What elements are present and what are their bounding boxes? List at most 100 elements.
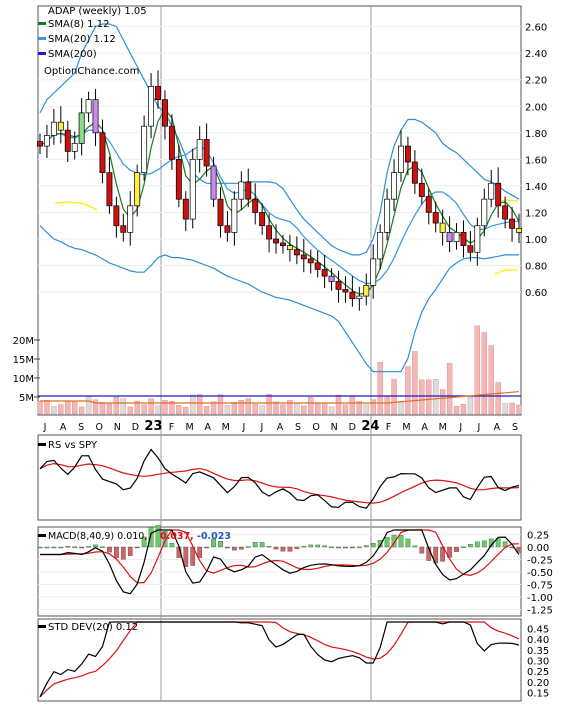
candle-body: [252, 198, 259, 213]
date-tick-label: M: [439, 422, 447, 433]
volume-bar: [58, 404, 64, 415]
volume-bar: [162, 400, 168, 415]
yellow-envelope: [494, 269, 518, 275]
stddev-lines: [39, 621, 520, 698]
macd-histogram-bar: [474, 541, 480, 548]
stddev-tick-label: 0.45: [527, 624, 549, 635]
candle-body: [356, 295, 363, 300]
macd-histogram-bar: [238, 546, 244, 550]
volume-bar: [495, 382, 501, 415]
date-tick-label: 23: [144, 419, 162, 434]
legend-swatch-sma8: [38, 22, 46, 25]
rs-panel-frame: [37, 434, 522, 521]
macd-histogram-bar: [301, 545, 307, 548]
candle-body: [363, 285, 370, 297]
volume-bar: [321, 402, 328, 415]
bollinger-bands: [39, 23, 520, 373]
candle-body: [71, 143, 78, 152]
candle-body: [148, 86, 155, 127]
macd-histogram-bar: [37, 546, 43, 549]
volume-bar: [79, 406, 85, 415]
volume-tick-label: 5M: [19, 393, 34, 404]
candle-body: [404, 145, 411, 163]
macd-histogram-bar: [481, 540, 487, 548]
date-tick-label: A: [494, 422, 501, 433]
date-tick-label: N: [331, 422, 338, 433]
price-tick-label: 1.80: [525, 129, 547, 140]
candle-body: [467, 245, 474, 253]
macd-histogram-bar: [218, 541, 223, 548]
macd-histogram-bar: [79, 546, 85, 549]
date-tick-label: J: [241, 422, 245, 433]
stddev-average-line: [39, 621, 520, 698]
date-tick-label: D: [349, 422, 356, 433]
macd-histogram-bar: [169, 543, 175, 548]
candle-body: [266, 225, 273, 240]
stddev-axis-ticks: 0.450.400.350.300.250.200.15: [527, 624, 549, 699]
volume-bar: [301, 405, 307, 415]
macd-histogram-bar: [280, 546, 286, 552]
volume-bar: [190, 394, 196, 415]
macd-histogram-bar: [398, 535, 404, 548]
candle-body: [64, 129, 71, 152]
candle-body: [224, 225, 231, 233]
rs-lines: [39, 448, 520, 509]
macd-histogram-bar: [363, 545, 369, 548]
candle-body: [92, 99, 99, 134]
volume-bar: [460, 404, 467, 415]
price-tick-label: 2.00: [525, 102, 547, 113]
stddev-line: [39, 621, 520, 698]
volume-bar: [127, 406, 133, 415]
candle-body: [398, 145, 404, 173]
volume-bar: [384, 396, 390, 415]
candle-body: [439, 222, 446, 233]
candle-body: [418, 182, 425, 197]
watermark: OptionChance.com: [44, 66, 139, 77]
candle-body: [238, 181, 245, 200]
candle-body: [411, 161, 418, 184]
bollinger-lower: [39, 225, 519, 373]
candle-body: [189, 159, 196, 220]
candle-body: [328, 275, 335, 282]
macd-histogram-bar: [183, 546, 189, 567]
candle-body: [85, 99, 92, 114]
price-tick-label: 1.20: [525, 208, 547, 219]
candle-body: [446, 232, 453, 243]
macd-tick-label: -1.00: [527, 593, 553, 604]
main-panel-frame: [37, 5, 522, 416]
volume-bar: [356, 401, 362, 415]
candle-body: [217, 198, 224, 227]
candle-body: [314, 262, 321, 270]
volume-tick-label: 15M: [13, 355, 34, 366]
price-tick-label: 2.60: [525, 23, 547, 34]
date-tick-label: A: [60, 422, 67, 433]
macd-lines: [37, 525, 522, 610]
candle-body: [43, 135, 50, 147]
volume-bar: [363, 404, 369, 415]
candle-body: [516, 228, 522, 233]
volume-bar: [419, 379, 425, 415]
candle-body: [370, 258, 377, 286]
volume-bar: [51, 406, 57, 415]
candle-body: [231, 198, 238, 233]
macd-histogram-bar: [266, 545, 272, 548]
macd-signal-line: [40, 529, 520, 584]
candle-body: [474, 225, 481, 253]
volume-bar: [481, 332, 487, 415]
macd-label-main: MACD(8,40,9) 0.010,: [48, 531, 147, 542]
price-tick-label: 1.60: [525, 155, 547, 166]
macd-histogram-bar: [495, 538, 501, 548]
macd-tick-label: 0.25: [527, 531, 549, 542]
legend-sma8: SMA(8) 1.12: [48, 19, 109, 30]
macd-histogram-bar: [315, 544, 321, 548]
volume-bar: [467, 397, 474, 415]
volume-bar: [315, 402, 321, 415]
macd-histogram-bar: [273, 546, 279, 550]
volume-bars: [37, 325, 522, 415]
macd-histogram-bar: [197, 546, 203, 558]
macd-line: [40, 529, 520, 595]
volume-bar: [453, 406, 460, 415]
volume-bar: [446, 362, 453, 415]
rs-title: RS vs SPY: [48, 440, 98, 451]
volume-bar: [502, 403, 508, 415]
